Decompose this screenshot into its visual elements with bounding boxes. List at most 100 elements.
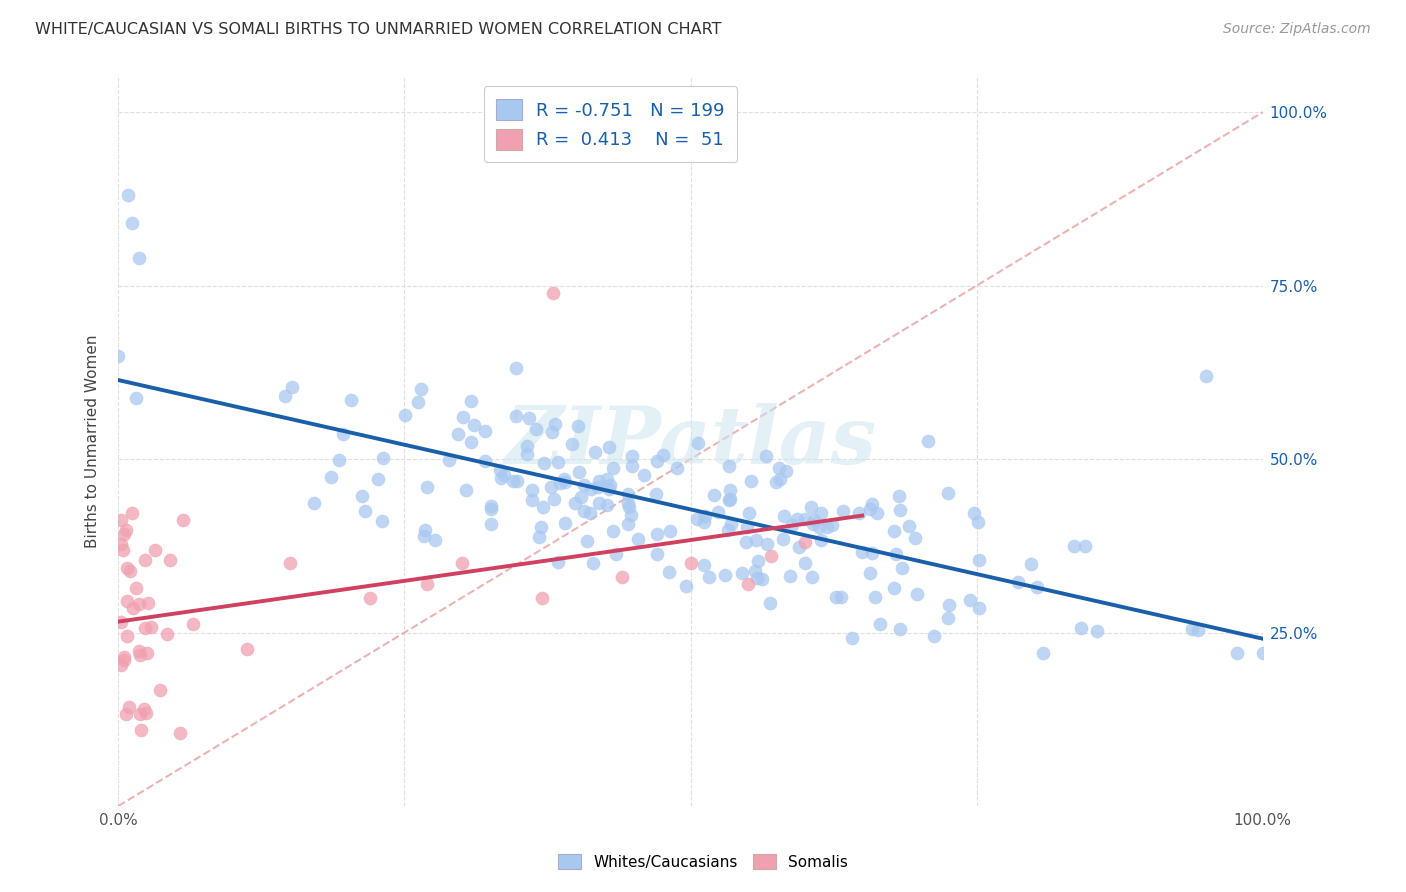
Point	[588, 474, 610, 488]
Point	[889, 622, 911, 636]
Point	[1187, 623, 1209, 637]
Point	[588, 495, 610, 509]
Point	[516, 447, 538, 461]
Point	[136, 596, 159, 610]
Point	[720, 516, 742, 531]
Point	[423, 533, 446, 548]
Point	[354, 504, 377, 518]
Point	[516, 439, 538, 453]
Point	[772, 533, 794, 547]
Point	[115, 561, 138, 575]
Point	[665, 460, 688, 475]
Point	[494, 467, 516, 482]
Point	[340, 393, 363, 408]
Point	[869, 617, 891, 632]
Point	[561, 437, 583, 451]
Point	[645, 547, 668, 561]
Point	[832, 504, 855, 518]
Text: WHITE/CAUCASIAN VS SOMALI BIRTHS TO UNMARRIED WOMEN CORRELATION CHART: WHITE/CAUCASIAN VS SOMALI BIRTHS TO UNMA…	[35, 22, 721, 37]
Point	[848, 506, 870, 520]
Point	[352, 489, 374, 503]
Point	[131, 723, 153, 737]
Point	[720, 483, 742, 497]
Point	[765, 475, 787, 489]
Point	[415, 523, 437, 537]
Point	[815, 520, 838, 534]
Point	[801, 516, 824, 531]
Point	[114, 707, 136, 722]
Point	[120, 564, 142, 578]
Point	[1032, 646, 1054, 660]
Point	[599, 478, 621, 492]
Point	[718, 492, 741, 507]
Point	[884, 548, 907, 562]
Point	[474, 454, 496, 468]
Point	[409, 382, 432, 396]
Point	[859, 566, 882, 581]
Point	[786, 512, 808, 526]
Point	[118, 699, 141, 714]
Point	[717, 493, 740, 508]
Point	[1181, 623, 1204, 637]
Point	[547, 555, 569, 569]
Point	[904, 531, 927, 545]
Point	[860, 545, 883, 559]
Point	[526, 422, 548, 436]
Point	[738, 506, 761, 520]
Point	[128, 643, 150, 657]
Point	[617, 495, 640, 509]
Point	[543, 491, 565, 506]
Point	[520, 483, 543, 497]
Point	[801, 570, 824, 584]
Point	[569, 490, 592, 504]
Point	[969, 601, 991, 615]
Point	[793, 556, 815, 570]
Point	[773, 508, 796, 523]
Point	[479, 501, 502, 516]
Point	[502, 475, 524, 489]
Point	[568, 466, 591, 480]
Point	[110, 657, 132, 672]
Point	[617, 486, 640, 500]
Point	[717, 458, 740, 473]
Point	[332, 426, 354, 441]
Point	[121, 601, 143, 615]
Point	[134, 553, 156, 567]
Point	[627, 532, 650, 546]
Point	[859, 502, 882, 516]
Point	[149, 683, 172, 698]
Point	[450, 556, 472, 570]
Point	[866, 506, 889, 520]
Point	[967, 515, 990, 529]
Point	[540, 480, 562, 494]
Point	[598, 482, 620, 496]
Point	[128, 648, 150, 662]
Point	[460, 394, 482, 409]
Point	[967, 553, 990, 567]
Point	[572, 503, 595, 517]
Point	[922, 629, 945, 643]
Point	[302, 496, 325, 510]
Point	[159, 553, 181, 567]
Point	[110, 537, 132, 551]
Point	[506, 474, 529, 488]
Point	[321, 469, 343, 483]
Legend: Whites/Caucasians, Somalis: Whites/Caucasians, Somalis	[551, 846, 855, 877]
Point	[112, 542, 135, 557]
Point	[621, 458, 644, 473]
Point	[794, 535, 817, 549]
Point	[745, 571, 768, 585]
Point	[686, 511, 709, 525]
Point	[897, 519, 920, 533]
Point	[617, 500, 640, 514]
Point	[810, 506, 832, 520]
Point	[172, 513, 194, 527]
Point	[645, 527, 668, 541]
Point	[679, 556, 702, 570]
Point	[554, 516, 576, 531]
Point	[769, 472, 792, 486]
Point	[787, 540, 810, 554]
Y-axis label: Births to Unmarried Women: Births to Unmarried Women	[86, 335, 100, 549]
Point	[139, 620, 162, 634]
Point	[579, 506, 602, 520]
